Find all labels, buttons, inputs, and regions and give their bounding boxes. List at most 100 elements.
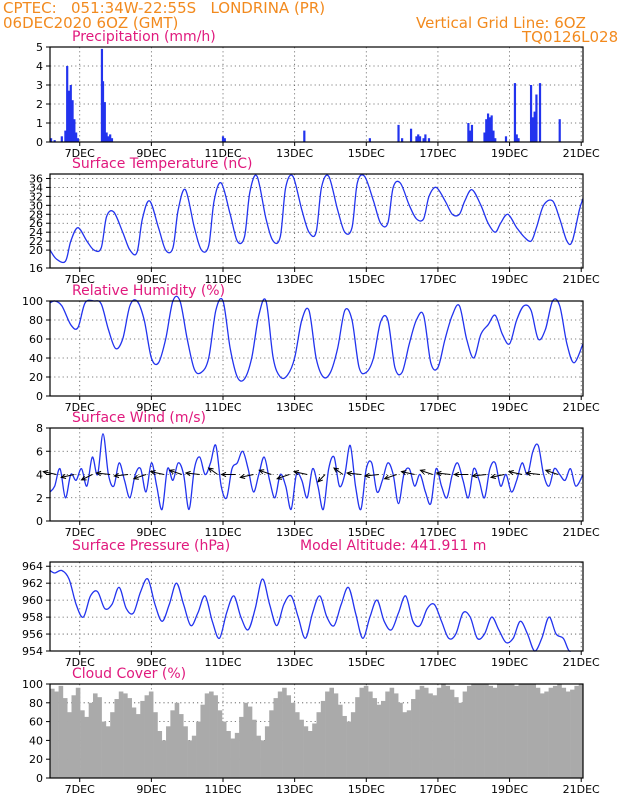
precip-bar (492, 130, 495, 142)
wind-arrow (317, 474, 326, 483)
x-tick-label: 21DEC (563, 526, 600, 539)
x-tick-label: 9DEC (136, 656, 166, 669)
y-tick-label: 0 (36, 772, 43, 785)
cloud-bar (230, 738, 236, 778)
x-tick-label: 17DEC (419, 273, 456, 286)
wind-arrow-head (363, 472, 370, 479)
cloud-bar (471, 684, 476, 778)
cloud-bar (135, 714, 141, 778)
x-tick-label: 7DEC (65, 401, 95, 414)
precip-bar (223, 138, 226, 142)
cloud-bar (411, 699, 416, 778)
precip-bar (483, 132, 486, 142)
cloud-bar (260, 740, 266, 778)
x-tick-label: 17DEC (419, 526, 456, 539)
cloud-bar (393, 693, 399, 778)
y-tick-label: 80 (29, 314, 43, 327)
panel-title: Cloud Cover (%) (72, 666, 186, 682)
wind-arrow (96, 472, 111, 475)
precip-bar (69, 85, 72, 142)
x-tick-label: 11DEC (204, 401, 241, 414)
y-tick-label: 954 (22, 645, 43, 658)
cloud-bar (372, 698, 377, 778)
x-tick-label: 7DEC (65, 526, 95, 539)
cloud-bar (178, 714, 184, 778)
precip-bar (66, 66, 69, 142)
precip-bar (107, 136, 110, 142)
wind-arrow (472, 474, 487, 477)
precip-bar (417, 134, 420, 142)
plot-frame (49, 173, 584, 269)
wind-arrow-head (60, 473, 67, 480)
precip-bar (60, 136, 63, 142)
cloud-bar (402, 712, 408, 778)
wind-arrow-head (258, 469, 265, 475)
x-tick-label: 17DEC (419, 147, 456, 160)
panel-title: Surface Wind (m/s) (72, 410, 206, 426)
cloud-bar (359, 687, 365, 778)
cloud-bar (75, 687, 81, 778)
wind-arrow (208, 467, 218, 475)
cloud-bar (329, 687, 334, 778)
cloud-bar (445, 685, 451, 778)
wind-arrow (545, 469, 559, 475)
cloud-bar (118, 691, 124, 778)
x-tick-label: 7DEC (65, 656, 95, 669)
vertical-grid-note: Vertical Grid Line: 6OZ (416, 14, 586, 32)
x-tick-label: 15DEC (348, 656, 385, 669)
cloud-bar (415, 689, 420, 778)
y-tick-label: 8 (36, 422, 43, 435)
cloud-bar (114, 699, 120, 778)
x-tick-label: 13DEC (276, 147, 313, 160)
cloud-bar (92, 693, 98, 778)
wind-arrow (150, 471, 165, 475)
wind-arrow-head (453, 471, 460, 478)
cloud-bar (540, 693, 545, 778)
x-tick-label: 9DEC (136, 783, 166, 796)
wind-arrow (401, 471, 415, 475)
cloud-bar (423, 687, 429, 778)
x-tick-label: 21DEC (563, 273, 600, 286)
wind-arrow (384, 474, 397, 480)
model-altitude: Model Altitude: 441.911 m (300, 538, 486, 554)
plot-frame (49, 300, 584, 397)
wind-arrow (276, 474, 290, 480)
cloud-bar (50, 688, 55, 778)
y-tick-label: 962 (22, 577, 43, 590)
cloud-bar (140, 700, 145, 778)
wind-arrow-head (292, 469, 300, 476)
x-tick-label: 19DEC (491, 656, 528, 669)
cloud-bar (144, 695, 150, 778)
cloud-bar (557, 684, 562, 778)
cloud-bar (574, 685, 580, 778)
cloud-bar (389, 687, 395, 778)
x-tick-label: 21DEC (563, 147, 600, 160)
cloud-bar (462, 691, 468, 778)
cloud-bar (127, 698, 132, 778)
wind-arrow-head (544, 469, 551, 475)
cloud-bar (497, 684, 502, 778)
y-tick-label: 20 (29, 753, 43, 766)
x-tick-label: 15DEC (348, 273, 385, 286)
wind-arrow (133, 474, 147, 480)
wind-arrow (508, 471, 523, 475)
cloud-bar (153, 712, 158, 778)
cloud-bar (544, 691, 549, 778)
cloud-bar (101, 721, 107, 778)
wind-arrow-head (149, 469, 156, 476)
cloud-bar (58, 685, 64, 778)
cloud-bar (522, 684, 528, 778)
precip-bar (558, 119, 561, 142)
panel-5: 0 20 40 60 80 100 7DEC 9DEC 11DEC 13DEC 15DEC 17DEC… (22, 666, 600, 796)
cloud-bar (355, 697, 360, 778)
cloud-bar (548, 687, 554, 778)
precip-bar (109, 134, 112, 142)
y-tick-label: 956 (22, 628, 43, 641)
cloud-bar (501, 684, 506, 778)
cloud-bar (484, 684, 489, 778)
wind-arrow-head (207, 467, 214, 473)
cloud-bar (157, 731, 163, 778)
y-tick-label: 2 (36, 492, 43, 505)
cloud-bar (561, 687, 567, 778)
y-tick-label: 30 (29, 199, 43, 212)
